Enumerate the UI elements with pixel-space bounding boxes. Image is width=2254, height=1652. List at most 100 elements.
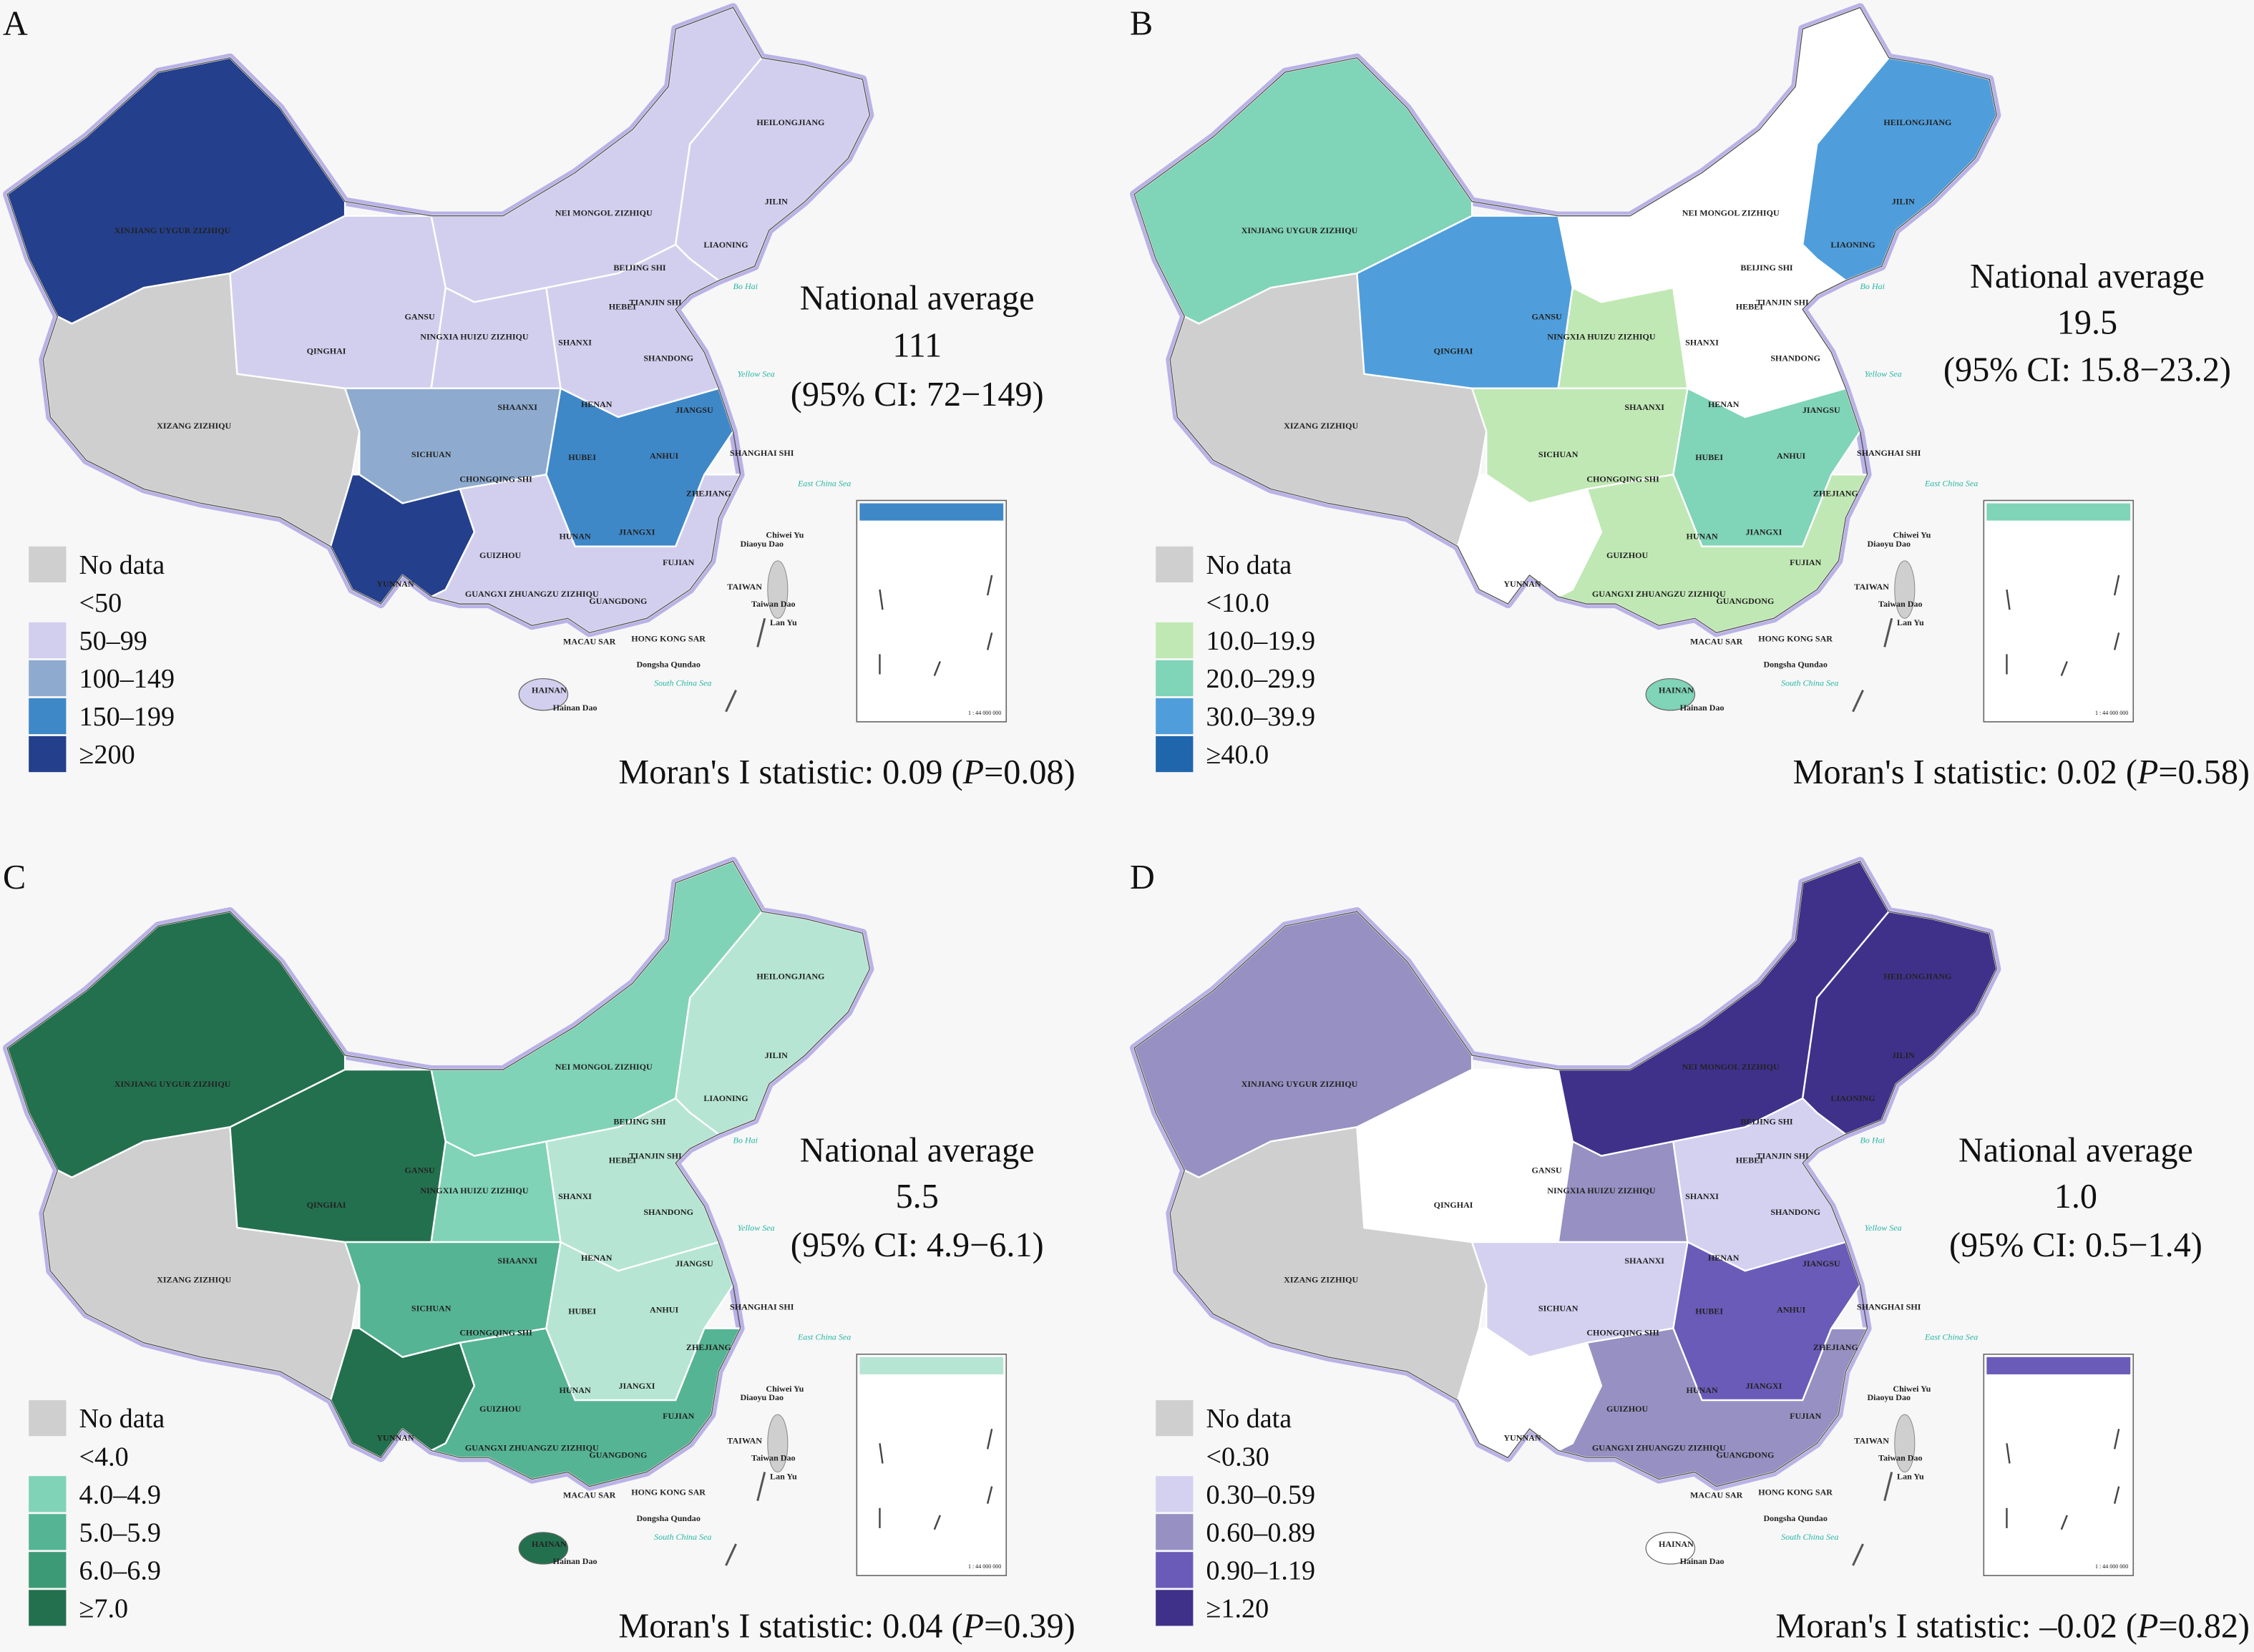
region-hainan [518,1532,569,1565]
inset-mainland [859,503,1004,521]
south-china-sea-inset: 1 : 44 000 000 [1983,1353,2135,1576]
province-label: GANSU [405,311,435,321]
inset-scale: 1 : 44 000 000 [2095,710,2128,716]
region-hainan [518,678,569,711]
province-label: SHANXI [1685,338,1719,348]
province-label: GUIZHOU [479,550,522,560]
province-label: HEILONGJIANG [756,117,825,127]
legend-label: No data [79,1404,165,1434]
province-label: JIANGXI [619,527,655,537]
china-map: XINJIANG UYGUR ZIZHIQU XIZANG ZIZHIQU QING… [1130,856,2001,1566]
legend-label: No data [1206,550,1292,580]
legend: No data <10.0 10.0–19.9 20.0–29.9 30.0–39.9 ≥… [1156,546,1315,773]
province-label: HEBEI [1736,1155,1763,1165]
morans-i-part: =0.39) [984,1608,1075,1646]
province-label: JILIN [765,1050,788,1060]
south-china-sea-inset: 1 : 44 000 000 [856,1353,1008,1576]
morans-i-part: =0.08) [984,753,1075,791]
legend-label: 4.0–4.9 [79,1480,160,1510]
province-label: ANHUI [650,451,678,461]
morans-i-part: Moran's I statistic: –0.02 ( [1776,1608,2137,1646]
sea-label: Bo Hai [1860,281,1885,291]
inset-dash-line [2006,1428,2120,1530]
south-china-sea-inset: 1 : 44 000 000 [1983,499,2135,723]
province-label: SICHUAN [411,1304,452,1314]
nine-dash-line [725,617,766,713]
province-label: TIANJIN SHI [629,1151,682,1161]
province-label: BEIJING SHI [613,1116,666,1126]
inset-mainland [859,1357,1004,1374]
morans-i-part: P [962,1608,984,1646]
province-label: BEIJING SHI [613,263,666,273]
province-label: ANHUI [1777,1305,1805,1315]
province-label: Hainan Dao [553,703,597,713]
province-label: CHONGQING SHI [459,474,532,484]
province-label: NINGXIA HUIZU ZIZHIQU [1547,1186,1656,1196]
sea-label: South China Sea [654,1532,711,1542]
province-label: NINGXIA HUIZU ZIZHIQU [1547,331,1656,341]
province-label: HENAN [581,399,613,409]
province-label: Dongsha Qundao [636,1513,700,1523]
legend-swatch [29,1514,67,1550]
panel-d: D XINJIANG UYGUR ZIZHIQU XIZANG ZIZHIQU QIN… [1130,856,2250,1646]
national-average-value: 111 [892,327,942,365]
region-taiwan [767,1414,789,1473]
province-label: Dongsha Qundao [1763,1513,1827,1523]
legend-swatch [29,735,67,773]
inset-dash-line [879,575,993,677]
province-label: YUNNAN [1503,1432,1541,1442]
confidence-interval: (95% CI: 0.5−1.4) [1949,1226,2202,1264]
region-hainan [1645,1532,1696,1565]
morans-i-part: P [2137,753,2158,791]
legend-label: <0.30 [1206,1442,1269,1472]
national-average-value: 1.0 [2054,1178,2097,1216]
sea-label: Yellow Sea [1865,1223,1902,1233]
province-label: SHAANXI [497,402,537,412]
nine-dash-line [1852,617,1893,713]
province-label: YUNNAN [376,579,414,589]
province-label: JIANGXI [1746,527,1782,537]
province-label: FUJIAN [663,557,694,567]
inset-mainland [1986,503,2131,521]
inset-mainland [1986,1357,2131,1374]
province-label: HENAN [581,1253,613,1263]
province-label: MACAU SAR [1690,1490,1743,1500]
province-label: JIANGSU [1802,1258,1840,1269]
legend-label: 100–149 [79,664,175,694]
country-border [1133,6,1998,634]
province-label: GANSU [1532,1165,1562,1176]
sea-label: East China Sea [1924,1332,1978,1342]
province-label: HUBEI [1695,452,1723,462]
legend-swatch [1156,622,1194,659]
sea-label: East China Sea [1924,478,1978,488]
legend-label: 5.0–5.9 [79,1517,160,1548]
province-label: CHONGQING SHI [1586,474,1659,484]
province-label: XIZANG ZIZHIQU [1284,1274,1358,1284]
province-label: Hainan Dao [1680,1556,1724,1566]
legend-swatch [29,660,67,697]
province-label: MACAU SAR [563,636,616,646]
province-label: ZHEJIANG [1813,1342,1859,1352]
panel-b: B XINJIANG UYGUR ZIZHIQU XIZANG ZIZHIQU QIN… [1130,3,2250,791]
legend-swatch [1156,1400,1194,1437]
province-label: LIAONING [703,240,748,250]
province-label: GUANGXI ZHUANGZU ZIZHIQU [465,1442,599,1452]
province-label: HAINAN [532,685,567,695]
province-label: XINJIANG UYGUR ZIZHIQU [1241,1079,1358,1089]
province-label: SICHUAN [1538,1304,1579,1314]
province-label: XIZANG ZIZHIQU [157,1274,231,1284]
legend-label: No data [79,550,165,580]
province-label: QINGHAI [1434,1200,1473,1210]
morans-i-statistic: Moran's I statistic: 0.02 (P=0.58) [1793,753,2250,791]
province-label: HEILONGJIANG [1883,971,1952,981]
panel-letter: C [3,859,26,896]
province-label: HEILONGJIANG [1883,117,1952,127]
province-label: XINJIANG UYGUR ZIZHIQU [114,225,231,235]
legend-swatch [1156,1590,1194,1626]
legend: No data <4.0 4.0–4.9 5.0–5.9 6.0–6.9 ≥7.0 [29,1400,165,1626]
province-label: LIAONING [703,1093,748,1103]
province-label: HAINAN [1659,685,1694,695]
legend-label: <50 [79,588,122,618]
province-label: HUBEI [568,452,596,462]
province-label: Diaoyu Dao [740,1392,784,1402]
